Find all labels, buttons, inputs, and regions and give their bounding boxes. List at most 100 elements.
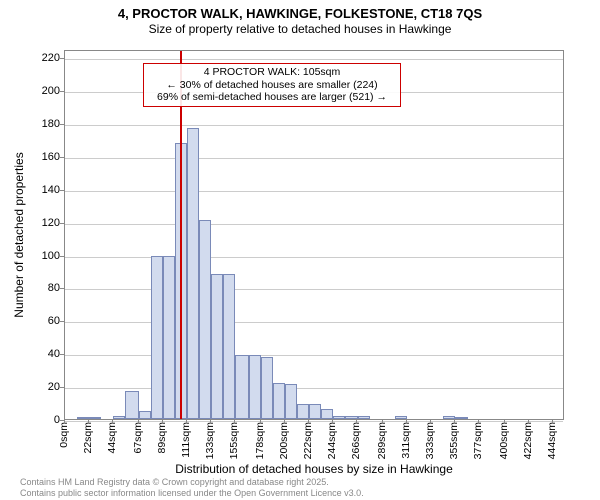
histogram-bar [358,416,370,419]
x-tick-label: 44sqm [106,422,118,454]
x-axis-title: Distribution of detached houses by size … [64,462,564,476]
histogram-bar [125,391,138,419]
x-tick-mark [260,420,261,424]
x-tick-label: 333sqm [424,422,436,459]
x-tick-label: 289sqm [376,422,388,459]
x-tick-label: 133sqm [204,422,216,459]
x-tick-mark [138,420,139,424]
x-tick-label: 244sqm [326,422,338,459]
y-tick-label: 0 [24,414,60,426]
y-tick-label: 200 [24,85,60,97]
grid-line [65,158,563,159]
x-tick-mark [308,420,309,424]
grid-line [65,388,563,389]
x-tick-mark [112,420,113,424]
chart-container: 4, PROCTOR WALK, HAWKINGE, FOLKESTONE, C… [0,0,600,500]
x-tick-mark [406,420,407,424]
histogram-bar [345,416,358,419]
x-tick-mark [454,420,455,424]
footer-text: Contains HM Land Registry data © Crown c… [20,477,364,498]
x-tick-label: 22sqm [82,422,94,454]
x-tick-mark [504,420,505,424]
histogram-bar [89,417,101,419]
y-tick-label: 80 [24,282,60,294]
annotation-line: 4 PROCTOR WALK: 105sqm [148,66,396,79]
grid-line [65,191,563,192]
x-tick-mark [356,420,357,424]
annotation-box: 4 PROCTOR WALK: 105sqm← 30% of detached … [143,63,401,107]
histogram-bar [443,416,455,419]
y-tick-label: 120 [24,217,60,229]
y-tick-mark [60,223,64,224]
title-line-1: 4, PROCTOR WALK, HAWKINGE, FOLKESTONE, C… [0,6,600,22]
title-block: 4, PROCTOR WALK, HAWKINGE, FOLKESTONE, C… [0,0,600,37]
y-tick-label: 160 [24,151,60,163]
y-tick-mark [60,58,64,59]
y-tick-label: 100 [24,250,60,262]
x-tick-label: 0sqm [58,422,70,448]
y-tick-label: 180 [24,118,60,130]
x-tick-mark [332,420,333,424]
x-tick-label: 67sqm [132,422,144,454]
x-tick-mark [64,420,65,424]
histogram-bar [455,417,468,419]
grid-line [65,257,563,258]
x-tick-label: 178sqm [254,422,266,459]
y-tick-mark [60,157,64,158]
y-tick-mark [60,190,64,191]
x-tick-label: 200sqm [278,422,290,459]
histogram-bar [249,355,261,419]
grid-line [65,355,563,356]
histogram-bar [297,404,309,419]
y-tick-mark [60,321,64,322]
title-line-2: Size of property relative to detached ho… [0,22,600,37]
histogram-bar [273,383,285,419]
x-tick-mark [552,420,553,424]
x-tick-mark [382,420,383,424]
y-tick-label: 140 [24,184,60,196]
footer-line-2: Contains public sector information licen… [20,488,364,498]
y-tick-mark [60,387,64,388]
histogram-bar [211,274,223,419]
annotation-line: ← 30% of detached houses are smaller (22… [148,79,396,92]
y-tick-label: 220 [24,52,60,64]
grid-line [65,59,563,60]
histogram-bar [333,416,345,419]
x-tick-mark [478,420,479,424]
histogram-bar [395,416,407,419]
histogram-bar [187,128,199,419]
x-tick-label: 422sqm [522,422,534,459]
x-tick-mark [210,420,211,424]
x-tick-label: 155sqm [228,422,240,459]
y-tick-mark [60,124,64,125]
x-tick-label: 377sqm [472,422,484,459]
x-tick-label: 266sqm [350,422,362,459]
grid-line [65,224,563,225]
histogram-bar [309,404,321,419]
x-tick-mark [234,420,235,424]
y-tick-mark [60,354,64,355]
histogram-bar [285,384,297,419]
grid-line [65,289,563,290]
x-tick-label: 222sqm [302,422,314,459]
x-tick-label: 111sqm [180,422,192,458]
histogram-bar [261,357,273,419]
x-tick-label: 89sqm [156,422,168,454]
y-tick-mark [60,91,64,92]
x-tick-label: 400sqm [498,422,510,459]
histogram-bar [163,256,175,419]
histogram-bar [151,256,163,419]
x-tick-label: 355sqm [448,422,460,459]
grid-line [65,125,563,126]
y-tick-label: 60 [24,315,60,327]
histogram-bar [223,274,235,419]
histogram-bar [139,411,151,419]
x-tick-mark [186,420,187,424]
x-tick-mark [284,420,285,424]
footer-line-1: Contains HM Land Registry data © Crown c… [20,477,364,487]
x-tick-mark [528,420,529,424]
histogram-bar [77,417,89,419]
grid-line [65,322,563,323]
histogram-bar [199,220,211,419]
y-tick-mark [60,288,64,289]
